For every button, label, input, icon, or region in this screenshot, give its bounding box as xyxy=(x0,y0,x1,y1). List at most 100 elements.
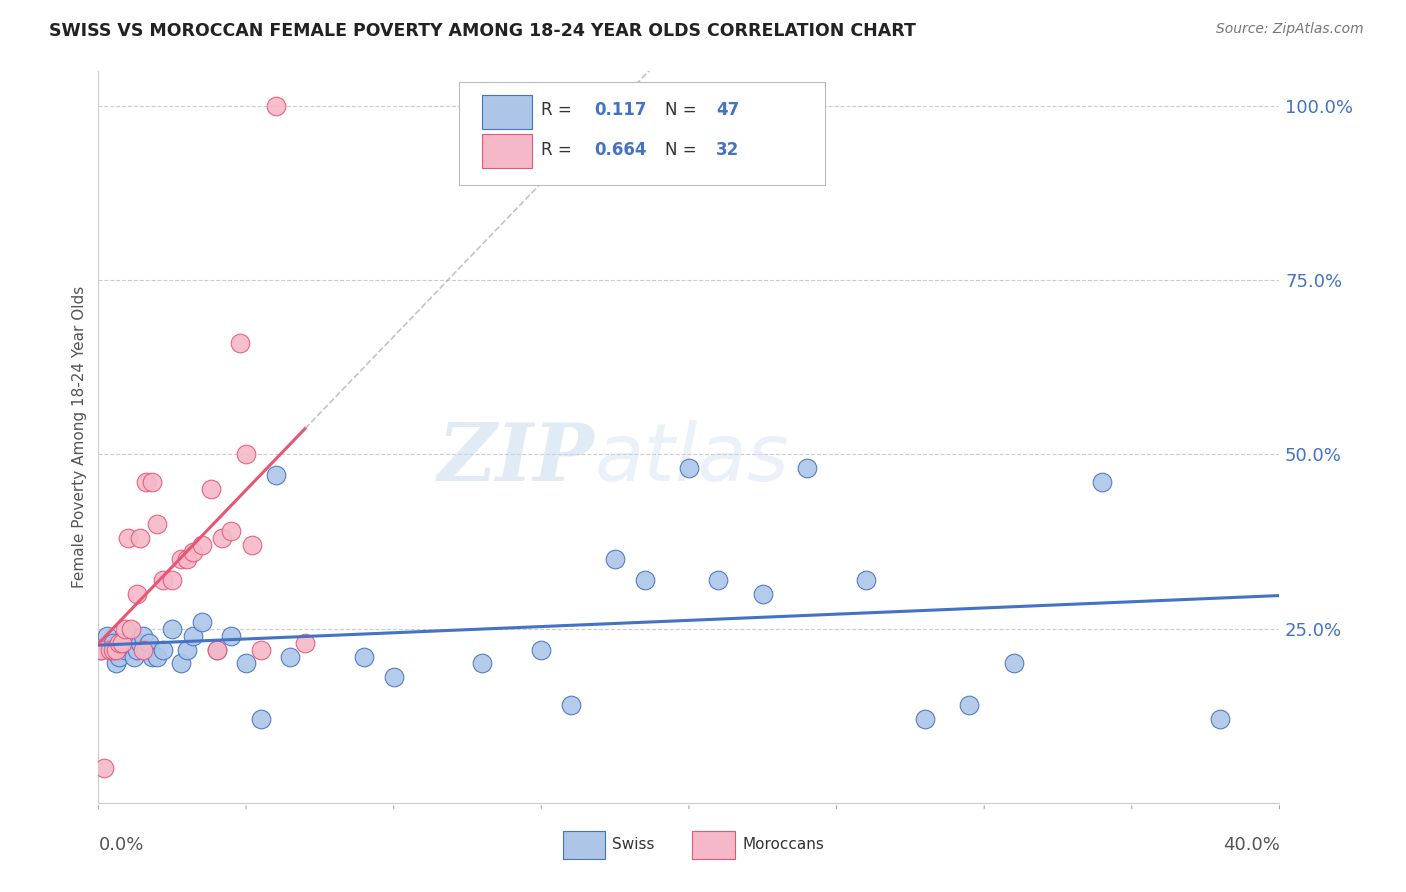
Point xyxy=(211,531,233,545)
Point xyxy=(221,629,243,643)
Text: N =: N = xyxy=(665,141,702,159)
Text: R =: R = xyxy=(541,101,578,120)
FancyBboxPatch shape xyxy=(458,82,825,185)
Text: 0.0%: 0.0% xyxy=(98,836,143,854)
Text: Moroccans: Moroccans xyxy=(742,837,824,852)
Point xyxy=(146,649,169,664)
Point xyxy=(96,629,118,643)
Point xyxy=(128,635,150,649)
Point xyxy=(105,657,128,671)
Point xyxy=(120,629,142,643)
Point xyxy=(93,761,115,775)
Point xyxy=(707,573,730,587)
Point xyxy=(90,642,112,657)
Point xyxy=(1002,657,1025,671)
Point xyxy=(114,642,136,657)
FancyBboxPatch shape xyxy=(562,830,605,859)
Point xyxy=(176,552,198,566)
Point xyxy=(108,649,131,664)
Point xyxy=(132,629,155,643)
Point xyxy=(221,524,243,538)
FancyBboxPatch shape xyxy=(482,135,531,168)
Point xyxy=(634,573,657,587)
Text: R =: R = xyxy=(541,141,578,159)
Point xyxy=(959,698,981,713)
Point xyxy=(135,475,157,490)
Point xyxy=(382,670,405,684)
Text: ZIP: ZIP xyxy=(437,420,595,498)
Point xyxy=(170,657,193,671)
Point xyxy=(235,657,257,671)
Point xyxy=(128,531,150,545)
Point xyxy=(1209,712,1232,726)
Point xyxy=(280,649,302,664)
Text: 0.117: 0.117 xyxy=(595,101,647,120)
Point xyxy=(117,531,139,545)
Point xyxy=(678,461,700,475)
Text: 40.0%: 40.0% xyxy=(1223,836,1279,854)
FancyBboxPatch shape xyxy=(693,830,735,859)
Point xyxy=(111,635,134,649)
Point xyxy=(240,538,263,552)
Point xyxy=(105,642,128,657)
Text: N =: N = xyxy=(665,101,702,120)
Point xyxy=(605,552,627,566)
Point xyxy=(114,622,136,636)
Point xyxy=(162,622,183,636)
Point xyxy=(125,587,148,601)
Point xyxy=(125,642,148,657)
Point xyxy=(103,635,125,649)
Point xyxy=(170,552,193,566)
FancyBboxPatch shape xyxy=(482,95,531,129)
Point xyxy=(98,642,121,657)
Point xyxy=(120,622,142,636)
Point xyxy=(90,642,112,657)
Point xyxy=(146,517,169,532)
Point xyxy=(235,448,257,462)
Text: 47: 47 xyxy=(716,101,740,120)
Point xyxy=(122,649,145,664)
Point xyxy=(103,642,125,657)
Point xyxy=(855,573,877,587)
Point xyxy=(176,642,198,657)
Point xyxy=(191,538,214,552)
Point xyxy=(1091,475,1114,490)
Point xyxy=(560,698,582,713)
Point xyxy=(250,712,273,726)
Text: 0.664: 0.664 xyxy=(595,141,647,159)
Point xyxy=(152,642,174,657)
Point xyxy=(200,483,222,497)
Text: 32: 32 xyxy=(716,141,740,159)
Text: atlas: atlas xyxy=(595,420,789,498)
Point xyxy=(205,642,228,657)
Point xyxy=(98,642,121,657)
Point xyxy=(191,615,214,629)
Point xyxy=(152,573,174,587)
Point xyxy=(264,99,287,113)
Point xyxy=(135,642,157,657)
Point xyxy=(205,642,228,657)
Point xyxy=(796,461,818,475)
Point xyxy=(752,587,775,601)
Point xyxy=(914,712,936,726)
Point xyxy=(141,475,163,490)
Point xyxy=(108,635,131,649)
Point xyxy=(353,649,375,664)
Point xyxy=(162,573,183,587)
Point xyxy=(111,635,134,649)
Point xyxy=(471,657,494,671)
Point xyxy=(294,635,316,649)
Point xyxy=(181,629,204,643)
Point xyxy=(132,642,155,657)
Point xyxy=(530,642,553,657)
Point xyxy=(181,545,204,559)
Point xyxy=(141,649,163,664)
Point xyxy=(264,468,287,483)
Point xyxy=(229,336,252,351)
Point xyxy=(138,635,160,649)
Text: SWISS VS MOROCCAN FEMALE POVERTY AMONG 18-24 YEAR OLDS CORRELATION CHART: SWISS VS MOROCCAN FEMALE POVERTY AMONG 1… xyxy=(49,22,917,40)
Text: Swiss: Swiss xyxy=(612,837,655,852)
Y-axis label: Female Poverty Among 18-24 Year Olds: Female Poverty Among 18-24 Year Olds xyxy=(72,286,87,588)
Text: Source: ZipAtlas.com: Source: ZipAtlas.com xyxy=(1216,22,1364,37)
Point xyxy=(117,635,139,649)
